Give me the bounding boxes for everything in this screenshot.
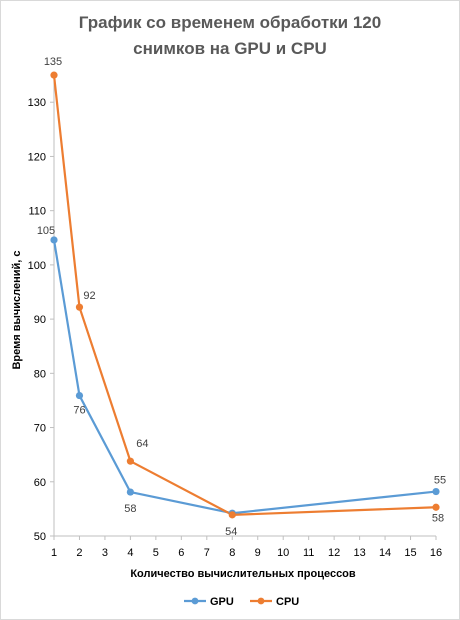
y-tick-label: 90 (34, 314, 46, 326)
x-tick-label: 2 (76, 547, 82, 559)
data-point-gpu (75, 391, 84, 400)
data-label-cpu: 92 (83, 290, 95, 302)
y-tick-label: 110 (28, 206, 46, 218)
series-line-gpu (52, 239, 437, 515)
data-label-gpu: 105 (37, 225, 55, 237)
x-tick-label: 9 (255, 547, 261, 559)
y-tick-label: 80 (34, 368, 46, 380)
series-layer (50, 71, 440, 519)
y-tick-label: 100 (28, 260, 46, 272)
x-tick-label: 12 (328, 547, 340, 559)
y-tick-label: 50 (34, 531, 46, 543)
x-tick-label: 10 (277, 547, 289, 559)
y-tick-label: 130 (28, 97, 46, 109)
data-point-cpu (228, 511, 236, 519)
chart-title: График со временем обработки 120 снимков… (0, 10, 460, 62)
data-point-cpu (126, 457, 134, 465)
data-label-cpu: 54 (225, 526, 237, 538)
legend: GPU CPU (184, 596, 299, 608)
y-tick-label: 60 (34, 477, 46, 489)
data-label-cpu: 64 (136, 438, 148, 450)
x-tick-label: 3 (102, 547, 108, 559)
x-tick-label: 6 (178, 547, 184, 559)
x-tick-label: 5 (153, 547, 159, 559)
legend-marker-gpu (191, 597, 199, 605)
y-tick-label: 120 (28, 151, 46, 163)
x-tick-label: 15 (404, 547, 416, 559)
x-tick-label: 13 (353, 547, 365, 559)
legend-marker-cpu (257, 597, 265, 605)
data-point-gpu (432, 487, 440, 496)
data-label-gpu: 76 (73, 405, 85, 417)
data-point-gpu (126, 488, 134, 496)
x-tick-label: 7 (204, 547, 210, 559)
x-tick-label: 16 (430, 547, 442, 559)
x-axis-title: Количество вычислительных процессов (130, 568, 356, 580)
data-labels-layer: 105 76 58 55 135 92 64 54 58 (37, 56, 446, 538)
series-line-cpu (52, 74, 437, 516)
data-point-cpu (75, 303, 84, 311)
legend-label-cpu: CPU (276, 596, 299, 608)
x-tick-label: 1 (51, 547, 57, 559)
x-tick-label: 4 (127, 547, 133, 559)
y-axis-title: Время вычислений, с (11, 250, 23, 369)
chart-title-line-1: График со временем обработки 120 (78, 13, 382, 32)
x-tick-label: 14 (379, 547, 391, 559)
chart-title-line-2: снимков на GPU и CPU (133, 39, 327, 58)
y-tick-label: 70 (34, 423, 46, 435)
data-point-cpu (432, 503, 440, 511)
x-tick-label: 11 (303, 547, 314, 559)
data-label-gpu: 58 (124, 503, 136, 515)
data-point-cpu (50, 71, 58, 79)
data-label-cpu: 135 (44, 56, 62, 68)
data-label-cpu: 58 (432, 512, 444, 524)
x-tick-label: 8 (229, 547, 235, 559)
legend-label-gpu: GPU (210, 596, 234, 608)
data-point-gpu (50, 236, 58, 244)
data-label-gpu: 55 (434, 475, 446, 487)
